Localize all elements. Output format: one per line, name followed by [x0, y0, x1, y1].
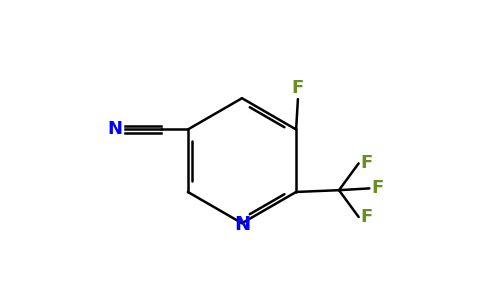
Text: F: F — [361, 154, 373, 172]
Text: N: N — [107, 121, 122, 139]
Text: F: F — [371, 179, 383, 197]
Text: F: F — [292, 79, 304, 97]
Text: F: F — [361, 208, 373, 226]
Text: N: N — [234, 215, 250, 235]
